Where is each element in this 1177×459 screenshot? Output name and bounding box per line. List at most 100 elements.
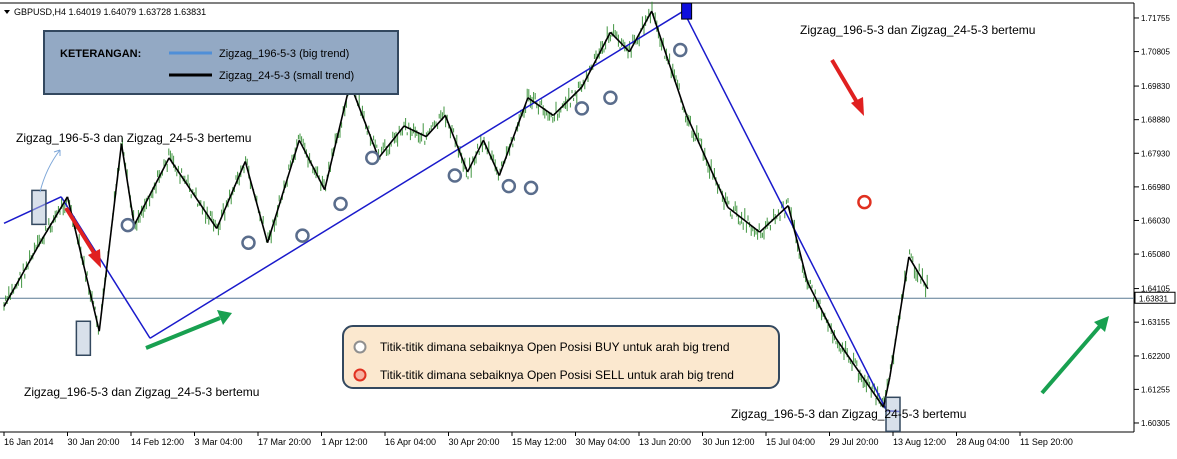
x-tick-label: 1 Apr 12:00 (322, 437, 368, 447)
y-tick-label: 1.70805 (1141, 48, 1170, 57)
y-tick-label: 1.60305 (1141, 419, 1170, 428)
meeting-point-marker (31, 189, 47, 226)
buy-point-marker (241, 235, 256, 251)
small-trend-segment (133, 157, 170, 226)
y-tick-label: 1.61255 (1141, 385, 1170, 394)
annotation-meet-bottom-left: Zigzag_196-5-3 dan Zigzag_24-5-3 bertemu (24, 385, 259, 399)
annotation-pointer (39, 149, 61, 193)
small-trend-segment (98, 143, 123, 332)
x-tick-label: 30 Apr 20:00 (449, 437, 500, 447)
legend-label-big-trend: Zigzag_196-5-3 (big trend) (219, 48, 349, 60)
symbol-info: GBPUSD,H4 1.64019 1.64079 1.63728 1.6383… (14, 7, 206, 17)
green-up-arrow-right (1040, 316, 1109, 395)
small-trend-segment (298, 139, 326, 191)
info-sell-text: Titik-titik dimana sebaiknya Open Posisi… (380, 368, 734, 382)
buy-point-marker (574, 101, 590, 116)
x-tick-label: 14 Feb 12:00 (131, 437, 184, 447)
small-trend-segment (835, 337, 885, 408)
legend-label-small-trend: Zigzag_24-5-3 (small trend) (219, 70, 354, 82)
small-trend-segment (482, 139, 501, 176)
x-tick-label: 28 Aug 04:00 (957, 437, 1010, 447)
green-up-arrow-left (145, 310, 232, 350)
small-trend-segment (403, 125, 427, 138)
y-tick-label: 1.67930 (1141, 149, 1170, 158)
small-trend-segment (552, 86, 583, 116)
x-tick-label: 17 Mar 20:00 (258, 437, 311, 447)
small-trend-segment (168, 157, 218, 230)
x-axis: 16 Jan 2014 30 Jan 20:00 14 Feb 12:00 3 Mar… (3, 432, 1073, 447)
x-tick-label: 15 Jul 04:00 (766, 437, 815, 447)
buy-point-marker (120, 217, 136, 233)
small-trend-segment (323, 83, 351, 190)
info-box-background (342, 325, 780, 389)
small-trend-segment (806, 281, 837, 339)
small-trend-segment (889, 256, 910, 378)
buy-point-marker (603, 90, 618, 105)
symbol-dropdown-icon[interactable] (4, 10, 10, 14)
small-trend-segment (727, 206, 761, 233)
y-axis: 1.71755 1.70805 1.69830 1.68880 1.67930 1.669… (1134, 14, 1170, 428)
buy-point-marker (523, 180, 539, 196)
small-trend-segment (908, 256, 929, 290)
small-trend-segment (444, 115, 469, 173)
small-trend-segment (498, 97, 529, 176)
small-trend-segment (41, 196, 69, 240)
x-tick-label: 16 Apr 04:00 (385, 437, 436, 447)
small-trend-segment (3, 238, 43, 307)
buy-point-marker (673, 42, 688, 58)
x-tick-label: 11 Sep 20:00 (1020, 437, 1073, 447)
annotation-meet-bottom-right: Zigzag_196-5-3 dan Zigzag_24-5-3 bertemu (731, 407, 966, 421)
legend-title: KETERANGAN: (60, 48, 141, 60)
buy-point-marker (447, 168, 463, 183)
y-tick-label: 1.66030 (1141, 216, 1170, 225)
x-tick-label: 13 Aug 12:00 (893, 437, 946, 447)
y-tick-label: 1.64105 (1141, 285, 1170, 294)
small-trend-segment (120, 143, 135, 226)
small-trend-segment (266, 139, 301, 243)
small-trend-segment (609, 31, 631, 53)
small-trend-segment (425, 114, 446, 138)
sell-marker-sample-icon (353, 368, 367, 382)
small-trend-segment (466, 139, 485, 173)
big-trend-segment (682, 10, 888, 412)
x-tick-label: 30 Jun 12:00 (703, 437, 755, 447)
buy-point-marker (501, 178, 517, 194)
small-trend-segment (628, 10, 653, 53)
buy-point-marker (295, 228, 310, 243)
small-trend-segment (685, 115, 729, 208)
big-trend-segment (149, 10, 684, 339)
small-trend-segment (244, 161, 269, 243)
x-tick-label: 16 Jan 2014 (4, 437, 54, 447)
x-tick-label: 30 Jan 20:00 (68, 437, 120, 447)
pointer-arrowhead-icon (53, 149, 61, 156)
buy-point-markers (120, 42, 688, 251)
info-buy-text: Titik-titik dimana sebaiknya Open Posisi… (380, 340, 730, 354)
buy-point-marker (333, 196, 348, 212)
x-tick-label: 29 Jul 20:00 (830, 437, 879, 447)
current-price-line-group: 1.63831 (0, 291, 1176, 304)
small-trend-segment (759, 205, 789, 233)
red-down-arrow-left (64, 206, 101, 268)
red-down-arrow-right (830, 58, 864, 116)
buy-marker-sample-icon (353, 340, 367, 354)
meeting-point-markers (31, 2, 901, 433)
small-trend-segment (215, 161, 247, 229)
x-tick-label: 3 Mar 04:00 (195, 437, 243, 447)
y-tick-label: 1.62200 (1141, 352, 1170, 361)
buy-point-marker (365, 150, 380, 166)
x-tick-label: 30 May 04:00 (576, 437, 631, 447)
y-tick-label: 1.71755 (1141, 14, 1170, 23)
meeting-point-marker (681, 2, 693, 20)
y-tick-label: 1.68880 (1141, 116, 1170, 125)
small-trend-segment (349, 83, 380, 159)
meeting-point-marker (75, 320, 92, 357)
annotation-meet-top-left: Zigzag_196-5-3 dan Zigzag_24-5-3 bertemu (16, 131, 251, 145)
y-tick-label: 1.65080 (1141, 250, 1170, 259)
sell-point-markers (857, 194, 872, 210)
small-trend-segment (787, 205, 809, 282)
y-tick-label: 1.63155 (1141, 318, 1170, 327)
legend-box: KETERANGAN: Zigzag_196-5-3 (big trend) Z… (43, 30, 399, 95)
x-tick-label: 13 Jun 20:00 (639, 437, 691, 447)
